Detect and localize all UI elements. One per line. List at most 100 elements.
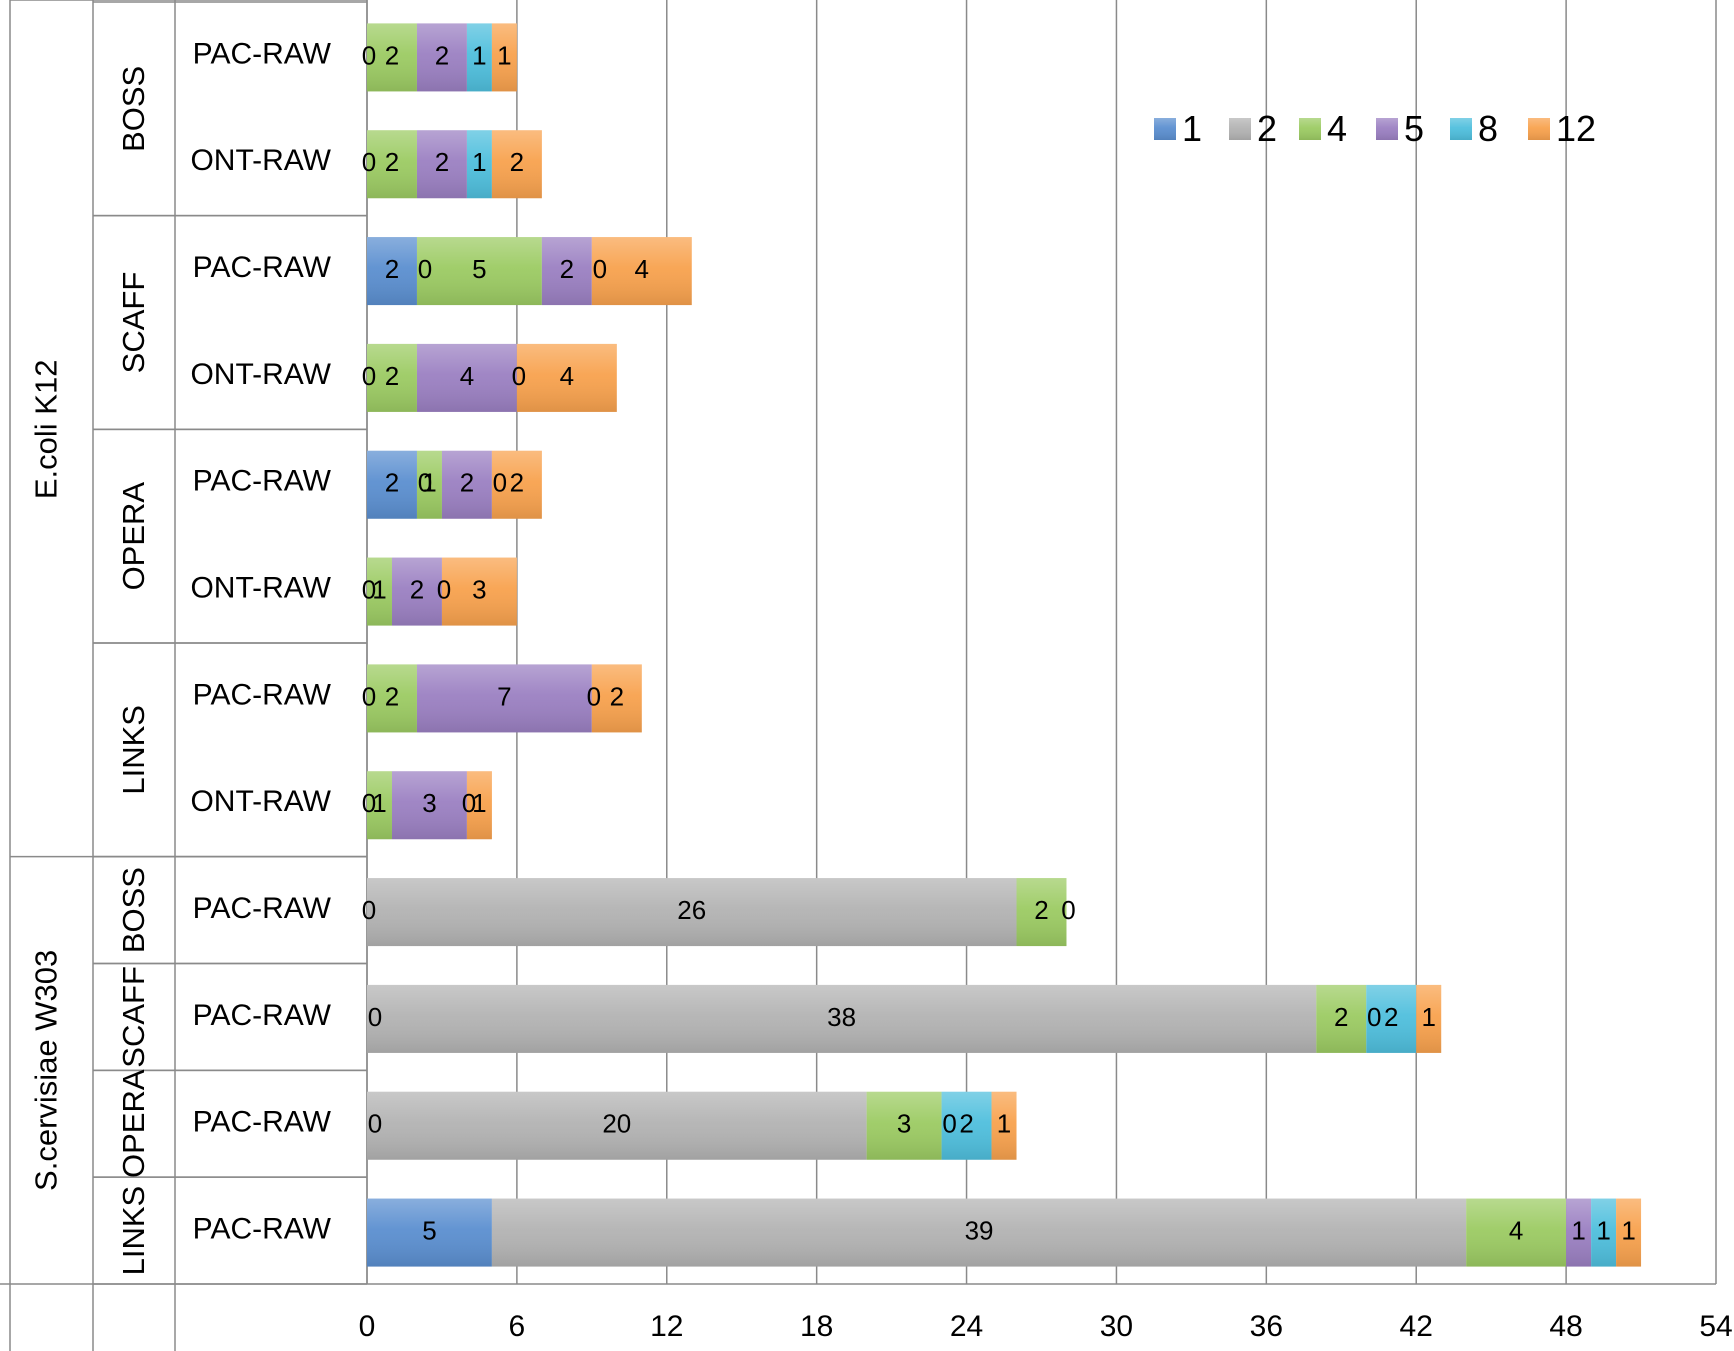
legend-swatch-shade xyxy=(1299,118,1321,140)
read-type-label: ONT-RAW xyxy=(190,572,331,605)
read-type-label: PAC-RAW xyxy=(193,1213,332,1246)
bar-value-label: 2 xyxy=(435,40,449,70)
bar-value-label: 3 xyxy=(472,574,486,604)
bar-value-label: 2 xyxy=(610,681,624,711)
bar-value-label: 2 xyxy=(385,681,399,711)
x-tick-label: 0 xyxy=(359,1310,376,1343)
read-type-label: PAC-RAW xyxy=(193,892,332,925)
tool-label: OPERA xyxy=(116,1069,151,1178)
bar-segment-shade xyxy=(1591,1198,1617,1267)
bar-segment-shade xyxy=(591,237,692,306)
bar-value-label: 0 xyxy=(587,681,601,711)
bar-segment-shade xyxy=(516,343,617,412)
bar-value-label: 2 xyxy=(510,468,524,498)
bar-segment-shade xyxy=(391,771,467,840)
bar-segment-shade xyxy=(441,450,492,519)
bar-value-label: 26 xyxy=(677,895,706,925)
bar-value-label: 0 xyxy=(368,1109,382,1139)
bar-segment-shade xyxy=(1616,1198,1642,1267)
bar-value-label: 2 xyxy=(1334,1002,1348,1032)
read-type-label: PAC-RAW xyxy=(193,465,332,498)
organism-label: E.coli K12 xyxy=(29,360,64,500)
legend-swatch-shade xyxy=(1154,118,1176,140)
bar-segment-shade xyxy=(367,1198,492,1267)
bar-value-label: 1 xyxy=(997,1109,1011,1139)
read-type-label: PAC-RAW xyxy=(193,251,332,284)
bar-value-label: 5 xyxy=(472,254,486,284)
x-tick-label: 36 xyxy=(1250,1310,1283,1343)
bar-value-label: 2 xyxy=(959,1109,973,1139)
bar-segment-shade xyxy=(367,771,392,840)
bar-value-label: 0 xyxy=(1367,1002,1381,1032)
bar-value-label: 4 xyxy=(635,254,649,284)
bar-value-label: 4 xyxy=(460,361,474,391)
gridlines xyxy=(366,0,1717,1284)
bar-segment-shade xyxy=(367,664,417,733)
bar-segment-shade xyxy=(491,450,542,519)
bar-value-label: 0 xyxy=(362,681,376,711)
bar-value-label: 20 xyxy=(602,1109,631,1139)
bar-value-label: 0 xyxy=(362,788,376,818)
bar-segment-shade xyxy=(367,450,417,519)
legend: 1 2 4 5 8 12 xyxy=(1154,108,1596,149)
bar-value-label: 1 xyxy=(1421,1002,1435,1032)
bar-segment-shade xyxy=(1366,984,1417,1053)
bar-segment-shade xyxy=(1016,878,1067,947)
bar-value-label: 5 xyxy=(422,1215,436,1245)
bar-segment-shade xyxy=(416,130,467,199)
x-tick-label: 6 xyxy=(509,1310,526,1343)
bar-segment-shade xyxy=(391,557,442,626)
legend-swatch-shade xyxy=(1376,118,1398,140)
bar-value-label: 1 xyxy=(372,788,386,818)
bar-segment-shade xyxy=(591,664,642,733)
tool-label: BOSS xyxy=(116,867,151,953)
x-tick-label: 18 xyxy=(800,1310,833,1343)
bar-segment-shade xyxy=(367,130,417,199)
bar-value-label: 0 xyxy=(368,1002,382,1032)
x-tick-label: 30 xyxy=(1100,1310,1133,1343)
x-tick-label: 24 xyxy=(950,1310,983,1343)
bar-segment-shade xyxy=(866,1091,942,1160)
legend-label: 5 xyxy=(1404,108,1424,149)
bar-segment-shade xyxy=(367,878,1017,947)
bar-value-label: 1 xyxy=(1596,1215,1610,1245)
bar-segment-shade xyxy=(491,23,517,92)
bar-value-label: 2 xyxy=(560,254,574,284)
bar-value-label: 2 xyxy=(385,40,399,70)
bar-segment-shade xyxy=(1316,984,1367,1053)
bar-value-label: 1 xyxy=(1621,1215,1635,1245)
bar-segment-shade xyxy=(367,557,392,626)
tool-label: BOSS xyxy=(116,66,151,152)
bar-value-label: 2 xyxy=(385,468,399,498)
bar-value-label: 4 xyxy=(560,361,574,391)
bar-value-label: 4 xyxy=(1509,1215,1523,1245)
bar-value-label: 0 xyxy=(437,574,451,604)
bar-value-label: 0 xyxy=(418,254,432,284)
bar-value-label: 0 xyxy=(362,40,376,70)
bar-segment-shade xyxy=(491,1198,1467,1267)
bar-value-label: 39 xyxy=(965,1215,994,1245)
tool-label: SCAFF xyxy=(116,272,151,374)
bar-segment-shade xyxy=(991,1091,1017,1160)
bar-value-label: 1 xyxy=(472,147,486,177)
bar-segment-shade xyxy=(466,771,492,840)
bar-value-label: 0 xyxy=(1061,895,1075,925)
bar-value-label: 1 xyxy=(497,40,511,70)
tool-label: OPERA xyxy=(116,482,151,591)
bar-segment-shade xyxy=(416,450,442,519)
bar-segment-shade xyxy=(416,343,517,412)
x-axis: 0 6 12 18 24 30 36 42 48 54 xyxy=(359,1310,1733,1343)
bar-segment-shade xyxy=(541,237,592,306)
bar-value-label: 0 xyxy=(418,468,432,498)
read-type-label: ONT-RAW xyxy=(190,358,331,391)
bars xyxy=(367,23,1642,1267)
bar-value-label: 3 xyxy=(897,1109,911,1139)
legend-swatch-shade xyxy=(1229,118,1251,140)
bar-value-label: 2 xyxy=(1034,895,1048,925)
x-tick-label: 54 xyxy=(1699,1310,1732,1343)
bar-segment-shade xyxy=(441,557,517,626)
bar-segment-shade xyxy=(491,130,542,199)
tool-label: LINKS xyxy=(116,705,151,795)
